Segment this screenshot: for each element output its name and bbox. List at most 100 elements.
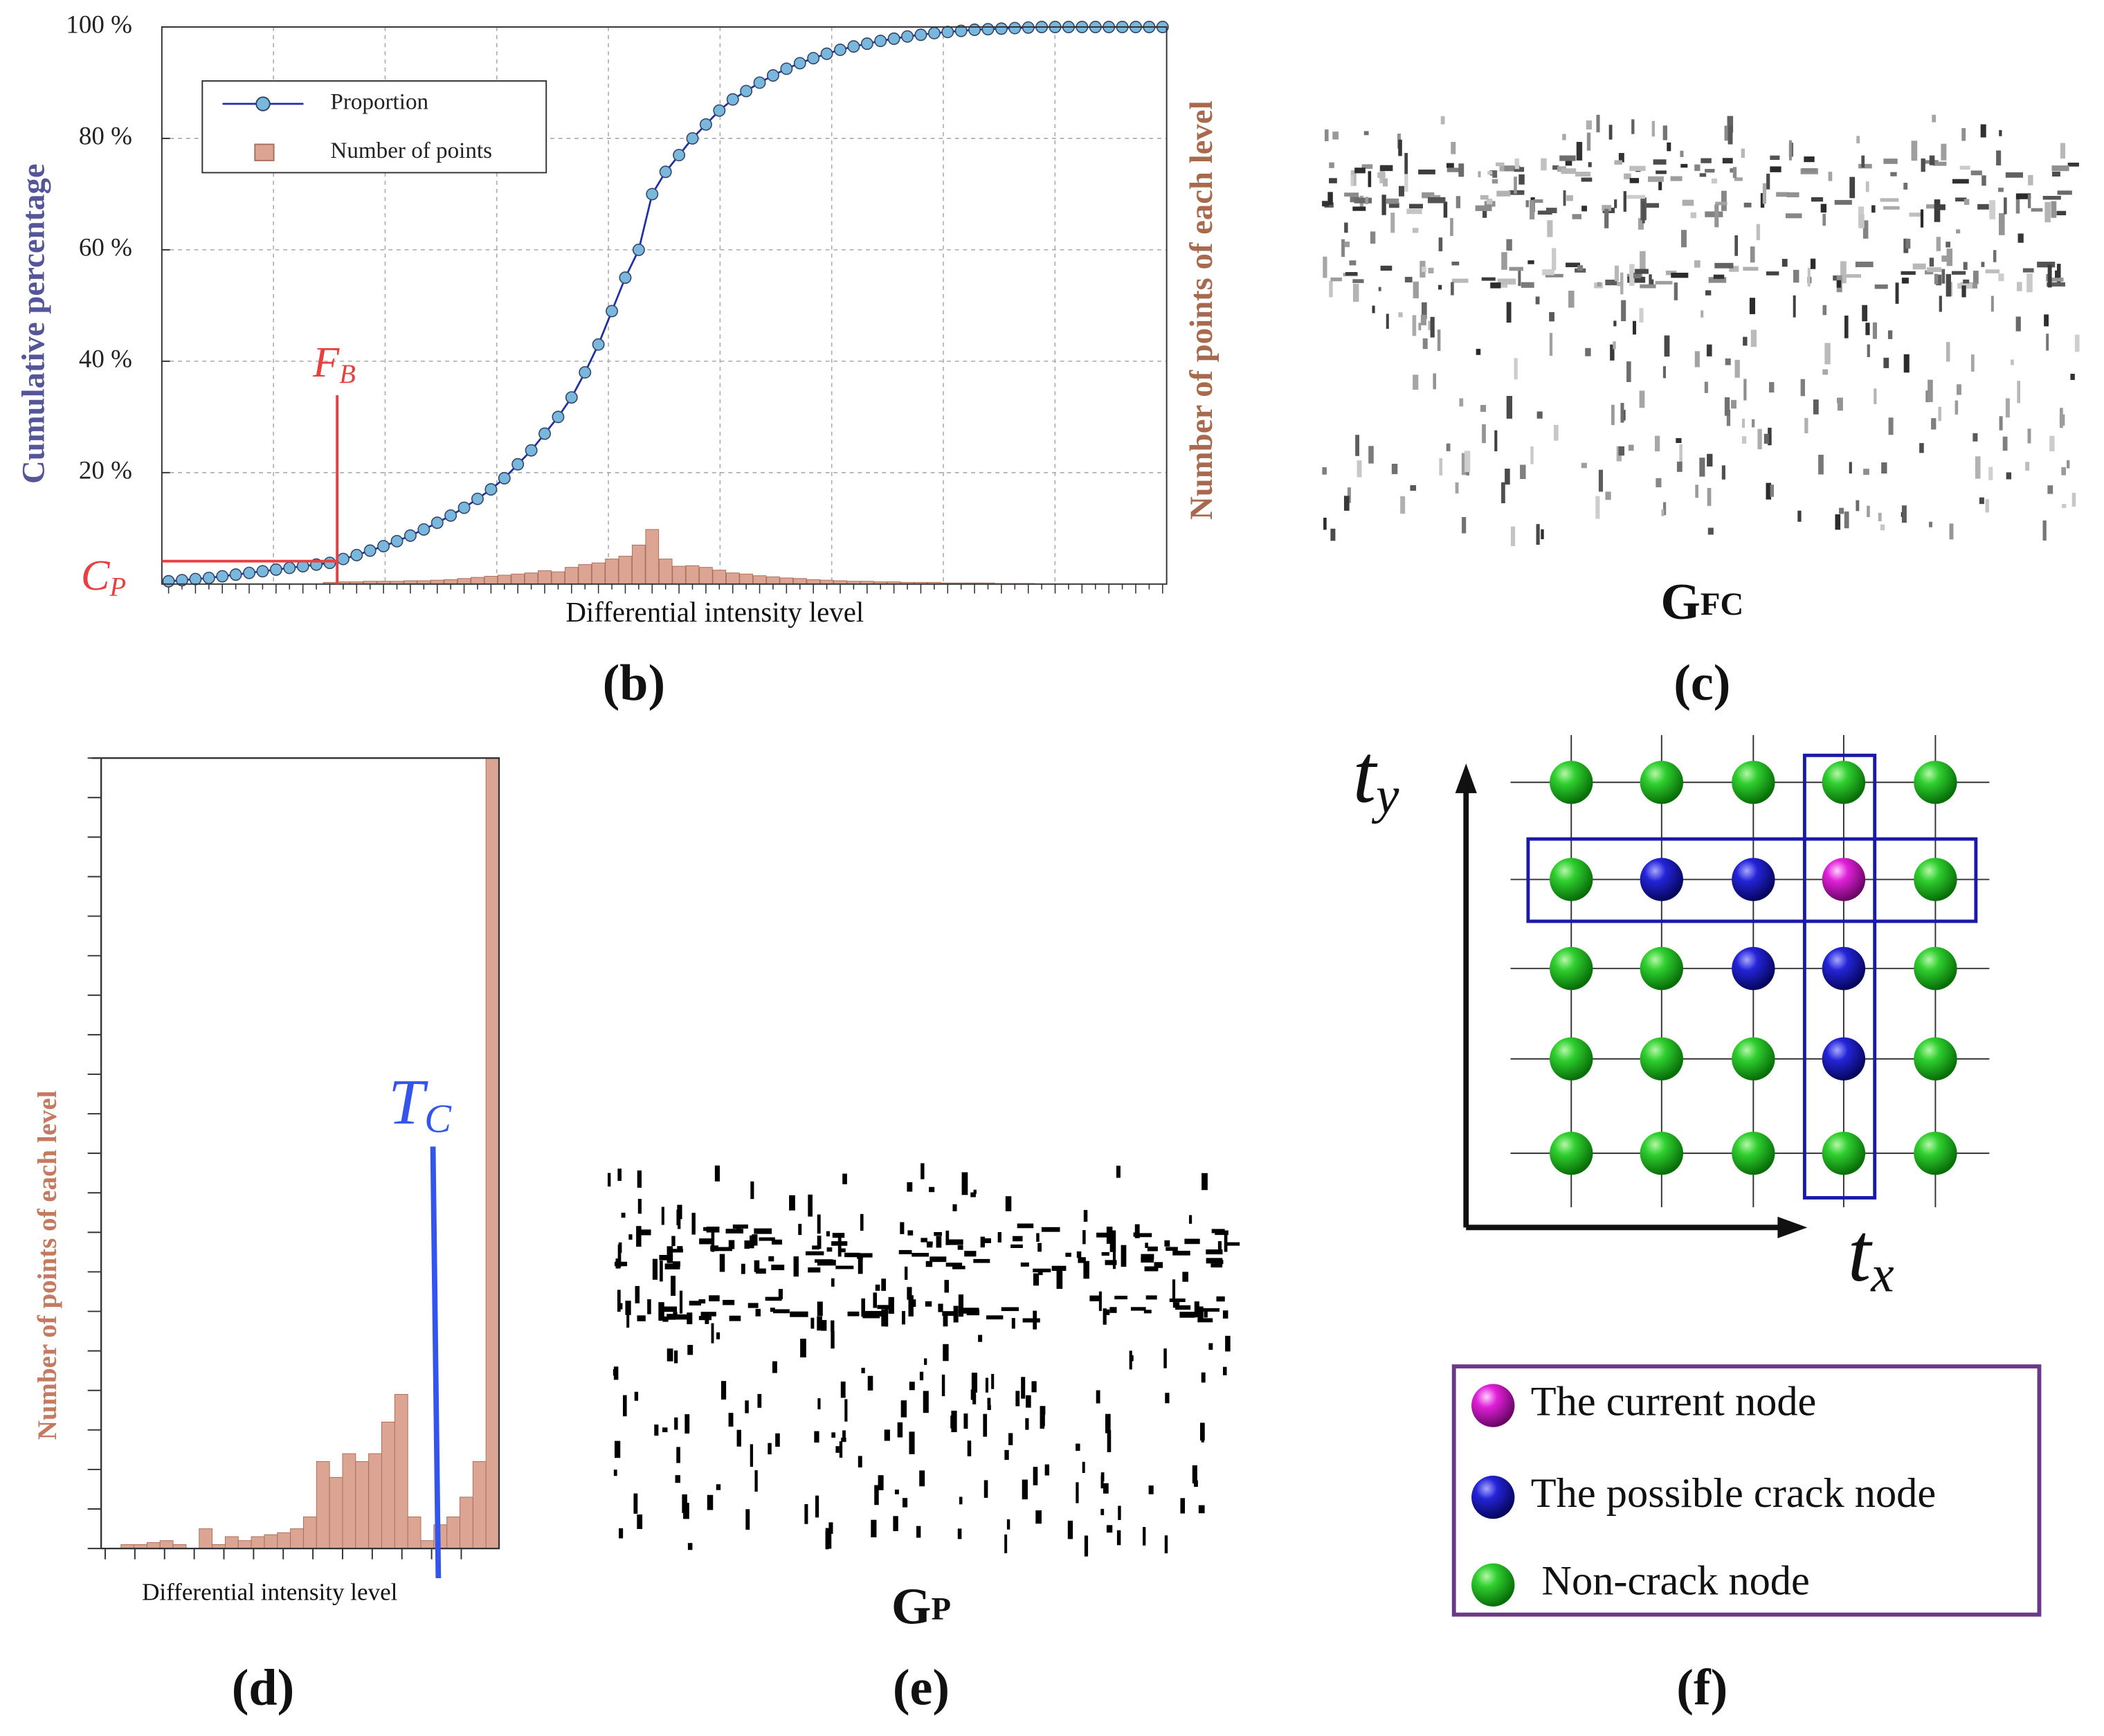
marker bbox=[619, 271, 632, 284]
marker bbox=[444, 509, 457, 522]
crack-pixel bbox=[1721, 465, 1725, 480]
crack-pixel bbox=[1941, 143, 1947, 161]
crack-pixel bbox=[966, 1309, 980, 1316]
crack-pixel bbox=[2044, 314, 2049, 327]
crack-pixel bbox=[970, 1192, 976, 1197]
crack-pixel bbox=[1329, 280, 1333, 298]
crack-pixel bbox=[1881, 462, 1887, 474]
crack-pixel bbox=[1985, 269, 2000, 273]
crack-pixel bbox=[1741, 436, 1747, 444]
crack-pixel bbox=[671, 1276, 676, 1296]
crack-pixel bbox=[826, 1247, 833, 1252]
crack-pixel bbox=[789, 1195, 795, 1211]
marker bbox=[874, 35, 887, 48]
crack-pixel bbox=[1010, 1244, 1023, 1248]
marker bbox=[766, 69, 779, 82]
crack-pixel bbox=[1996, 150, 2002, 165]
crack-pixel bbox=[920, 1238, 927, 1242]
crack-pixel bbox=[1350, 174, 1354, 186]
crack-pixel bbox=[929, 1256, 947, 1263]
crack-pixel bbox=[1323, 517, 1327, 530]
crack-pixel bbox=[1793, 295, 1796, 318]
crack-pixel bbox=[1412, 315, 1417, 336]
caption: (d) bbox=[232, 1660, 295, 1717]
bar bbox=[394, 1393, 408, 1549]
marker bbox=[176, 574, 188, 587]
bar bbox=[618, 556, 633, 585]
crack-pixel bbox=[903, 1498, 908, 1508]
crack-pixel bbox=[1756, 224, 1761, 240]
crack-pixel bbox=[1957, 384, 1961, 395]
crack-pixel bbox=[1106, 1525, 1113, 1533]
crack-pixel bbox=[1941, 255, 1948, 262]
crack-pixel bbox=[1514, 167, 1525, 172]
crack-pixel bbox=[1494, 430, 1498, 452]
bar bbox=[471, 577, 484, 585]
crack-pixel bbox=[1631, 119, 1635, 134]
crack-pixel bbox=[1695, 485, 1698, 498]
axis-label-main: t bbox=[1848, 1206, 1873, 1299]
crack-pixel bbox=[1613, 320, 1617, 327]
crack-pixel bbox=[1822, 213, 1826, 226]
marker bbox=[243, 566, 256, 579]
crack-pixel bbox=[959, 1497, 963, 1505]
crack-pixel bbox=[1820, 204, 1827, 213]
tc-line bbox=[430, 1146, 442, 1579]
crack-pixel bbox=[945, 1230, 950, 1245]
crack-pixel bbox=[1020, 1262, 1029, 1267]
marker bbox=[1008, 21, 1022, 35]
crack-pixel bbox=[938, 1303, 943, 1312]
crack-pixel bbox=[1106, 1227, 1113, 1244]
crack-pixel bbox=[691, 1213, 696, 1235]
crack-pixel bbox=[1406, 208, 1422, 215]
crack-pixel bbox=[1605, 491, 1611, 500]
crack-pixel bbox=[923, 1391, 929, 1413]
legend-label: The possible crack node bbox=[1531, 1470, 1936, 1517]
crack-pixel bbox=[1919, 443, 1924, 453]
crack-pixel bbox=[817, 1398, 821, 1410]
crack-pixel bbox=[1347, 487, 1352, 503]
crack-pixel bbox=[1490, 282, 1501, 289]
crack-pixel bbox=[839, 1441, 843, 1458]
crack-pixel bbox=[1721, 190, 1727, 211]
crack-pixel bbox=[1955, 400, 1959, 415]
crack-pixel bbox=[1033, 1467, 1038, 1485]
crack-pixel bbox=[689, 1301, 701, 1306]
crack-pixel bbox=[1109, 1307, 1117, 1313]
crack-pixel bbox=[1763, 433, 1769, 444]
crack-pixel bbox=[920, 1163, 925, 1179]
crack-pixel bbox=[1475, 205, 1492, 211]
crack-pixel bbox=[755, 1308, 761, 1317]
crack-pixel bbox=[1999, 213, 2005, 235]
crack-pixel bbox=[1810, 258, 1816, 269]
crack-pixel bbox=[1680, 230, 1687, 248]
crack-pixel bbox=[1629, 264, 1635, 286]
crack-pixel bbox=[1626, 361, 1631, 382]
crack-pixel bbox=[1883, 159, 1898, 164]
marker bbox=[834, 44, 846, 56]
crack-pixel bbox=[944, 1280, 949, 1293]
crack-pixel bbox=[683, 1503, 689, 1519]
crack-pixel bbox=[1766, 482, 1772, 500]
crack-pixel bbox=[1144, 1266, 1159, 1272]
crack-pixel bbox=[1480, 405, 1487, 413]
crack-pixel bbox=[1802, 168, 1817, 172]
crack-pixel bbox=[1707, 487, 1712, 506]
crack-pixel bbox=[2071, 492, 2076, 507]
crack-pixel bbox=[1446, 163, 1454, 168]
crack-pixel bbox=[909, 1382, 915, 1391]
crack-pixel bbox=[925, 1301, 932, 1307]
marker bbox=[283, 561, 296, 575]
crack-pixel bbox=[1946, 342, 1950, 362]
crack-pixel bbox=[1880, 198, 1899, 202]
crack-pixel bbox=[1586, 132, 1591, 151]
crack-pixel bbox=[1225, 1242, 1240, 1246]
crack-pixel bbox=[1640, 251, 1646, 271]
crack-pixel bbox=[817, 1236, 822, 1249]
crack-pixel bbox=[1542, 269, 1554, 275]
crack-pixel bbox=[844, 1399, 848, 1422]
crack-pixel bbox=[1552, 165, 1559, 170]
crack-pixel bbox=[1201, 1372, 1206, 1383]
